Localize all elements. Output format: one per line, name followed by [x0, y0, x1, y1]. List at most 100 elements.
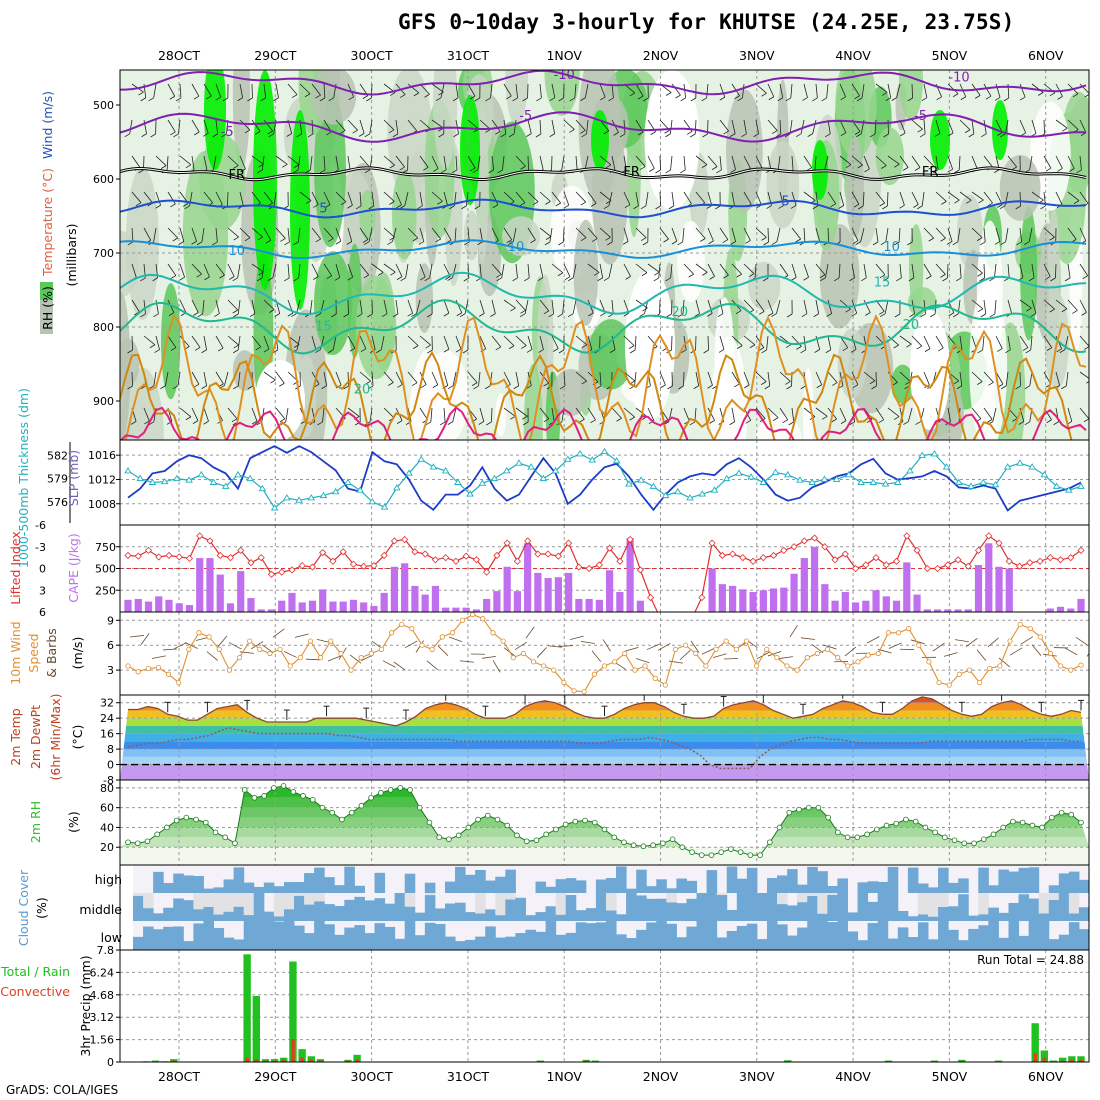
cloud-cell — [726, 909, 738, 921]
wind-barb — [143, 299, 146, 314]
wind-barb-flag — [270, 379, 276, 384]
wind-barb-flag — [905, 381, 911, 385]
wind-barb — [167, 263, 177, 276]
wind-barb-flag — [293, 277, 299, 282]
wind-barb-flag — [893, 241, 900, 246]
wind-barb-flag — [640, 237, 647, 242]
wind-barb — [992, 407, 997, 422]
rh-patch — [409, 349, 447, 440]
wind-barb-flag — [363, 241, 370, 246]
wind-barb-flag — [215, 96, 221, 101]
wind-barb — [851, 335, 857, 350]
precip-convective-bar — [245, 1057, 249, 1062]
wind-barb — [983, 371, 994, 383]
wind-barb-flag — [449, 205, 455, 210]
wind-barb-flag — [140, 277, 146, 282]
wind-barb — [323, 83, 326, 98]
wind-barb-flag — [339, 130, 346, 134]
wind-barb — [191, 119, 200, 133]
surface-wind-barb — [1020, 636, 1034, 645]
wind-barb-flag — [899, 204, 905, 209]
wind-barb-flag — [782, 419, 788, 424]
lifted-index-point — [185, 554, 194, 562]
thickness-point — [637, 476, 645, 483]
wind-barb-flag — [655, 169, 661, 174]
cloud-cell — [525, 929, 537, 950]
wind-barb — [731, 263, 742, 275]
rh-point — [1058, 809, 1065, 816]
wind-barb — [1067, 407, 1073, 422]
wind-barb — [683, 407, 690, 422]
wind-barb-flag — [880, 241, 887, 246]
wind-barb — [851, 83, 860, 96]
wind-barb-flag — [233, 236, 239, 241]
cape-tick-250: 250 — [95, 584, 116, 597]
cloud-cell — [394, 893, 406, 921]
wind-barb — [395, 299, 399, 314]
wind-barb-flag — [743, 384, 750, 389]
wind-barb-flag — [462, 349, 469, 354]
wind-barb — [203, 119, 209, 134]
wind-barb-flag — [135, 202, 142, 207]
rh-point — [728, 846, 734, 852]
wind-barb-flag — [580, 237, 587, 242]
lifted-index-point — [196, 532, 204, 540]
rh-point — [942, 834, 948, 841]
wind-barb-flag — [1015, 205, 1021, 210]
wind-barb — [659, 371, 666, 386]
wind-barb — [416, 299, 421, 314]
cloud-cell — [283, 909, 295, 921]
cloud-cell — [1008, 871, 1020, 893]
wind-barb — [995, 119, 1003, 133]
wind-barb-flag — [736, 273, 742, 278]
wind-barb-flag — [1023, 241, 1030, 246]
cloud-partial — [917, 893, 929, 915]
wind-barb — [452, 407, 457, 422]
rh-dry-region — [910, 310, 950, 430]
wind-barb-flag — [802, 97, 808, 101]
wind-barb-flag — [671, 240, 678, 245]
rh-point — [261, 793, 267, 799]
wind-barb-flag — [857, 164, 863, 169]
cloud-cell — [636, 929, 647, 950]
wind-barb — [563, 119, 575, 130]
wind-barb — [479, 299, 485, 314]
wind-barb-flag — [803, 276, 809, 281]
rh-point — [319, 804, 326, 811]
precip-convective-bar — [281, 1059, 286, 1062]
thickness-point — [1040, 470, 1049, 478]
wind-barb — [707, 191, 713, 206]
wind-barb — [479, 263, 482, 278]
wind-barb-flag — [745, 419, 751, 424]
thickness-point — [405, 469, 413, 476]
cloud-cell — [565, 878, 577, 893]
wind-barb-flag — [660, 384, 666, 389]
contour-label-11: 10 — [508, 240, 525, 255]
wind-barb-flag — [412, 345, 419, 349]
wind-barb — [479, 227, 483, 242]
wind-barb-flag — [360, 348, 367, 353]
wind-barb-flag — [1000, 241, 1006, 246]
wind-barb-flag — [474, 205, 480, 210]
rh-base-band — [120, 847, 1089, 865]
wind-barb — [322, 407, 325, 422]
wind-barb-flag — [437, 200, 443, 205]
rh-patch — [747, 261, 781, 311]
wind-barb-flag — [840, 132, 847, 137]
wind-barb-flag — [1000, 133, 1006, 138]
rh-point — [689, 849, 695, 855]
wind-barb-flag — [689, 421, 696, 426]
cloud-partial — [223, 893, 235, 912]
cloud-cell — [968, 928, 979, 950]
wind-barb-flag — [140, 313, 146, 318]
wind-barb — [455, 335, 462, 350]
wind-barb — [491, 335, 502, 348]
wind-barb-flag — [214, 313, 220, 317]
wind-barb-flag — [664, 129, 670, 134]
wind-barb — [515, 263, 518, 278]
surface-wind-barb — [492, 659, 501, 673]
lifted-index-point — [985, 532, 993, 540]
wind-barb — [695, 299, 700, 314]
cloud-cell — [827, 922, 838, 950]
wind-barb-flag — [953, 380, 959, 385]
